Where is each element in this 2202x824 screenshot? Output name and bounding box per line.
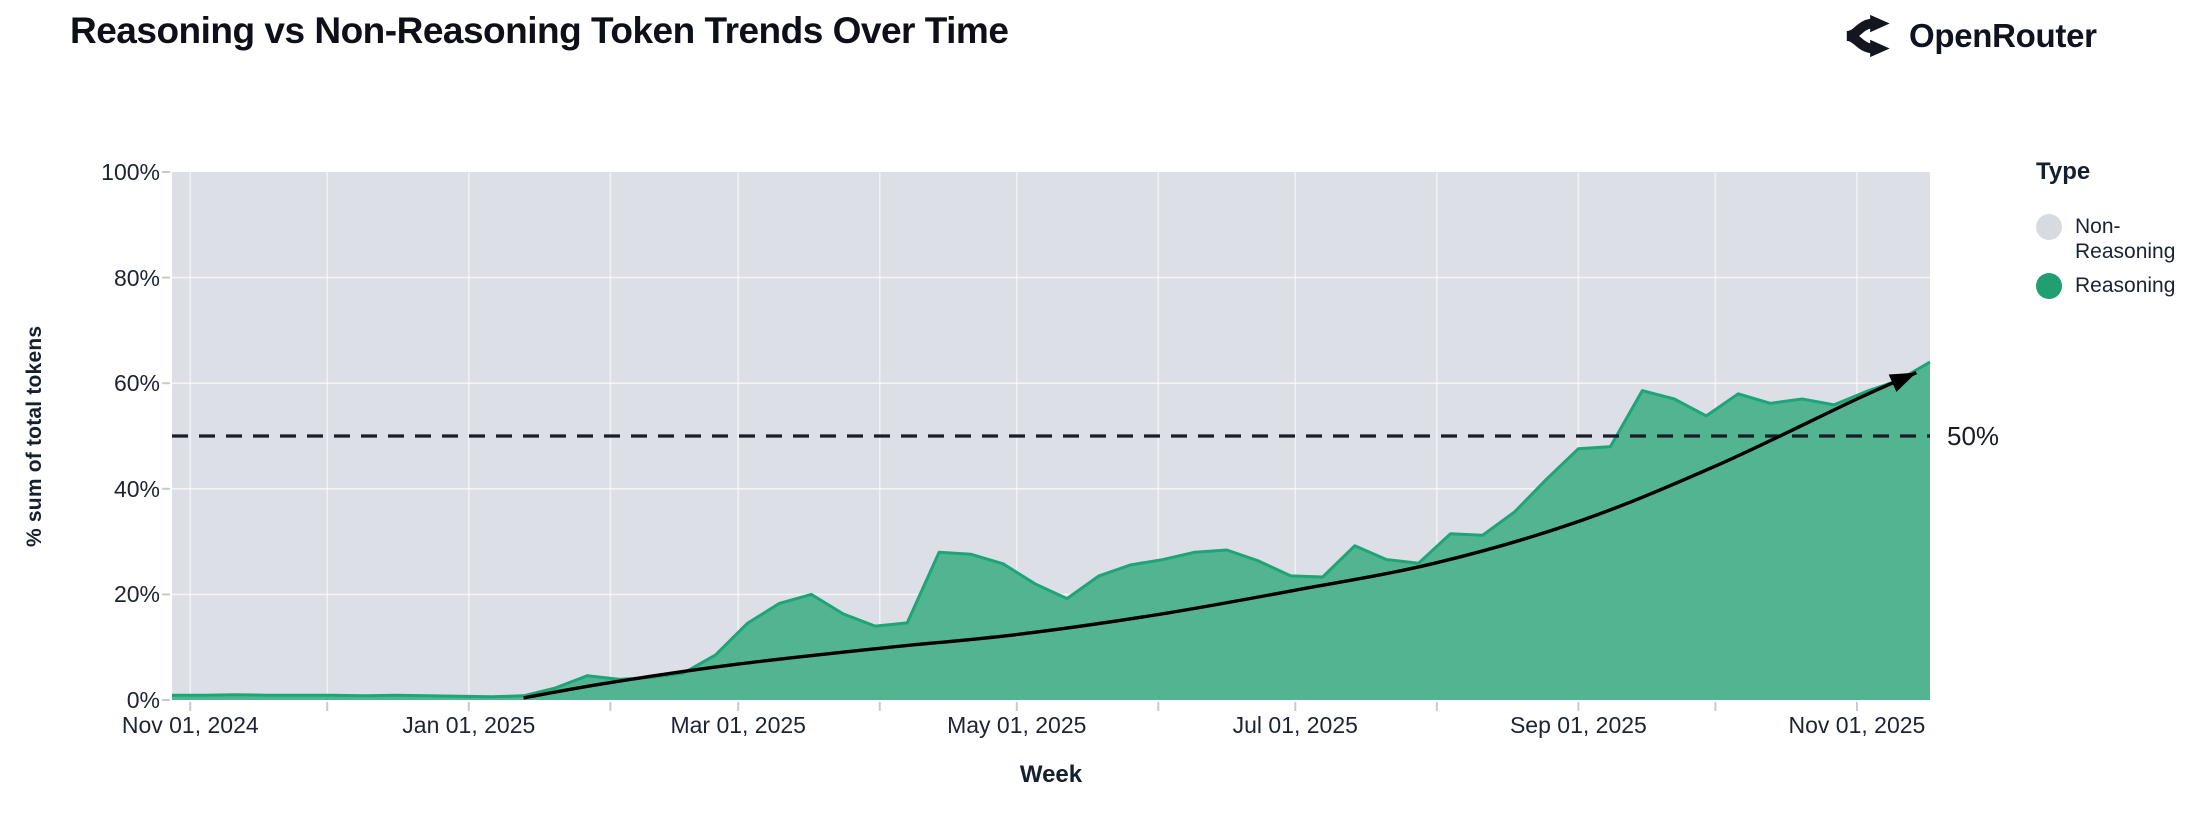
x-tick-label: Nov 01, 2025	[1788, 712, 1926, 738]
x-tick-label: Sep 01, 2025	[1509, 712, 1647, 738]
legend-title: Type	[2036, 158, 2091, 185]
legend-items: Non-Reasoning Reasoning	[2036, 214, 2198, 299]
x-tick-label: Nov 01, 2024	[121, 712, 259, 738]
y-axis-title: % sum of total tokens	[23, 325, 46, 547]
y-tick-label: 0%	[126, 687, 160, 713]
legend-item-label: Reasoning	[2075, 274, 2176, 297]
y-tick-label: 20%	[113, 581, 160, 608]
legend-item: Reasoning	[2036, 273, 2198, 299]
chart-svg	[162, 171, 1931, 711]
brand-name: OpenRouter	[1909, 17, 2097, 54]
x-tick-label: Jan 01, 2025	[402, 712, 536, 738]
x-axis-title: Week	[1019, 761, 1083, 788]
y-tick-label: 60%	[113, 370, 160, 397]
x-tick-label: Mar 01, 2025	[670, 712, 806, 738]
brand: OpenRouter	[1842, 8, 2097, 64]
legend-item-label: Non-Reasoning	[2075, 215, 2176, 263]
ref-line-label: 50%	[1947, 421, 2000, 451]
plot-area	[162, 171, 1931, 711]
x-tick-label: May 01, 2025	[947, 712, 1087, 738]
y-tick-label: 40%	[113, 475, 160, 502]
page-title: Reasoning vs Non-Reasoning Token Trends …	[70, 10, 1009, 51]
legend-dot-icon	[2036, 273, 2062, 299]
legend-dot-icon	[2036, 214, 2062, 240]
openrouter-logo-icon	[1842, 10, 1894, 62]
y-tick-label: 80%	[113, 264, 160, 291]
y-tick-label: 100%	[101, 159, 160, 185]
legend-item: Non-Reasoning	[2036, 214, 2198, 264]
x-tick-label: Jul 01, 2025	[1232, 712, 1358, 738]
legend: Type Non-Reasoning Reasoning	[2036, 158, 2198, 308]
